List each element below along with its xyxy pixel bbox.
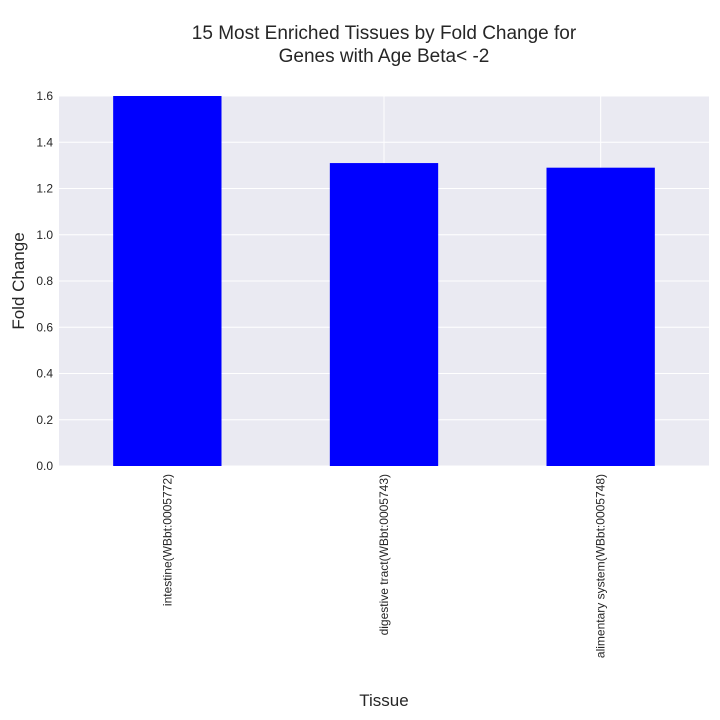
y-tick-label: 1.0 — [36, 228, 53, 242]
y-tick-labels: 0.0 0.2 0.4 0.6 0.8 1.0 1.2 1.4 1.6 — [36, 89, 53, 473]
y-tick-label: 1.6 — [36, 89, 53, 103]
bar — [329, 163, 439, 466]
x-axis-label: Tissue — [359, 691, 408, 710]
y-tick-label: 0.2 — [36, 413, 53, 427]
bars — [113, 96, 655, 466]
y-tick-label: 0.6 — [36, 320, 53, 334]
y-tick-label: 1.4 — [36, 135, 53, 149]
x-tick-label: intestine(WBbt:0005772) — [160, 474, 174, 606]
y-tick-label: 0.8 — [36, 274, 53, 288]
bar — [113, 96, 222, 466]
y-axis-label: Fold Change — [9, 232, 28, 329]
y-tick-label: 1.2 — [36, 182, 53, 196]
bar — [546, 167, 655, 466]
y-tick-label: 0.4 — [36, 367, 53, 381]
chart-title-line-2: Genes with Age Beta< -2 — [279, 46, 490, 67]
x-tick-label: alimentary system(WBbt:0005748) — [594, 474, 608, 658]
x-tick-label: digestive tract(WBbt:0005743) — [377, 474, 391, 635]
x-tick-labels: intestine(WBbt:0005772) digestive tract(W… — [160, 474, 607, 658]
y-tick-label: 0.0 — [36, 459, 53, 473]
chart-title-line-1: 15 Most Enriched Tissues by Fold Change … — [192, 23, 577, 44]
